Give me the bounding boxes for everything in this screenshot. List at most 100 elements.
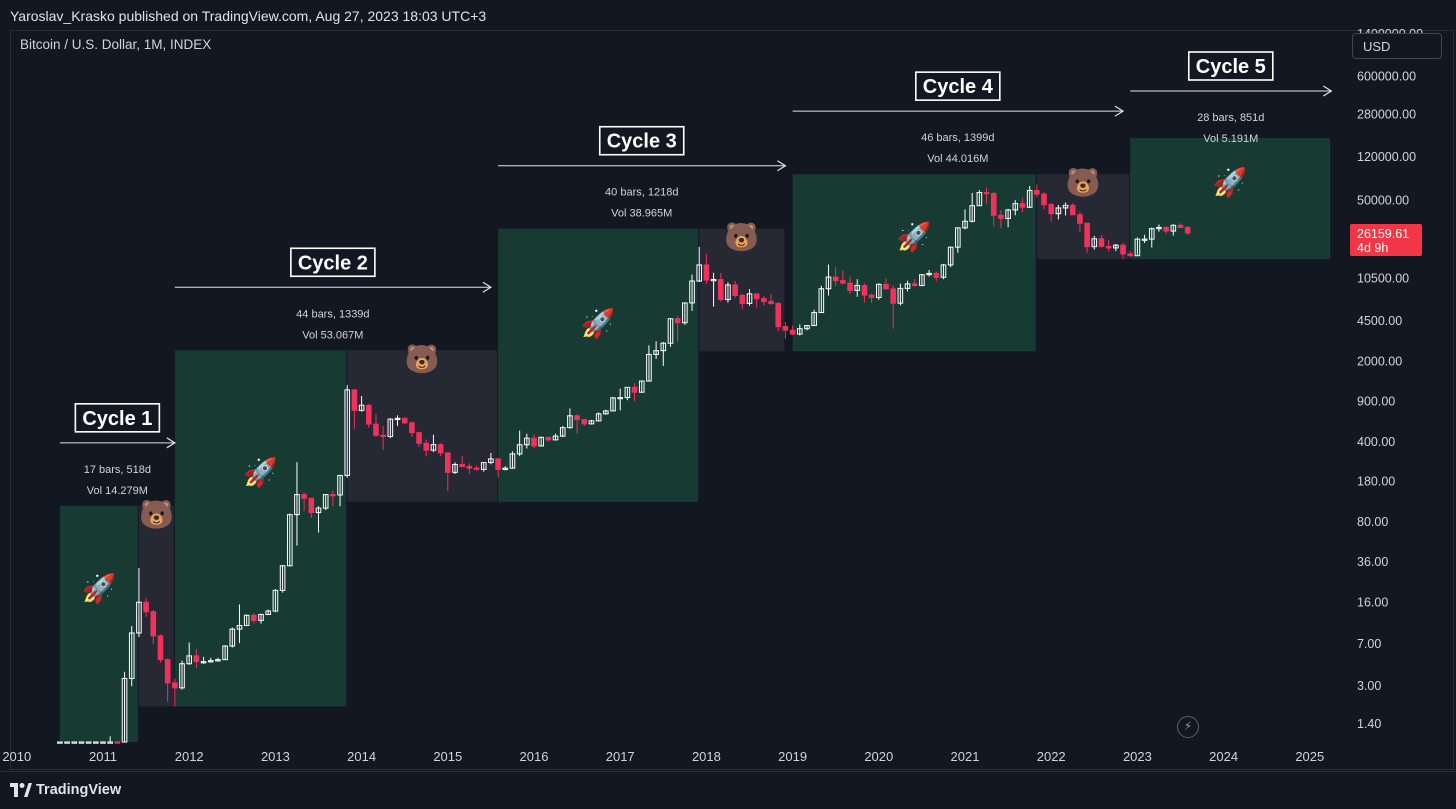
price-tick-label: 900.00 [1357,394,1395,408]
candle [962,209,968,230]
candle [279,564,286,593]
candle [330,490,336,507]
last-price-value: 26159.61 [1357,227,1409,241]
candle [64,741,70,744]
cycle-annotation[interactable]: Cycle 4 46 bars, 1399d Vol 44.016M [792,71,1125,165]
candle-body [1055,207,1062,215]
cycle-annotation[interactable]: Cycle 1 17 bars, 518d Vol 14.279M [59,403,176,497]
candle-body [804,325,810,330]
candle-body [78,741,85,744]
candle [524,433,530,449]
candle [172,678,178,707]
cycle-volume-text: Vol 5.191M [1203,133,1258,145]
candle [868,293,875,304]
candle-body [1091,238,1098,248]
candle [854,279,861,297]
candle [1019,197,1026,213]
candle [753,293,760,308]
price-axis[interactable]: 1400000.00600000.00280000.00120000.00500… [1350,27,1423,731]
candle-body [631,386,638,393]
cycle-label-box [1187,51,1274,81]
cycle-label-box [290,247,376,278]
candle [667,318,674,347]
candle-body [1163,226,1169,232]
last-price-background [1350,224,1422,256]
candle [725,282,731,303]
candle [904,280,911,292]
candle [617,388,624,411]
candle-body [868,294,875,299]
candle [581,419,588,426]
candle-body [840,280,846,284]
candle [157,634,164,663]
candle-body [1026,189,1033,208]
candle-body [488,458,494,464]
candle [502,466,509,471]
candle-body [128,632,135,679]
time-tick-label: 2025 [1295,749,1324,764]
candle-body [1098,238,1105,247]
candle [789,325,796,335]
candle-body [229,628,236,647]
candle [480,461,487,472]
candle-body [480,462,487,470]
candle-body [595,413,602,422]
candle [682,302,688,325]
bear-zone [347,350,498,502]
time-tick-label: 2018 [692,749,721,764]
cycle-annotation[interactable]: Cycle 2 44 bars, 1339d Vol 53.067M [174,247,493,341]
candle-body [1034,189,1040,195]
candle [689,274,695,311]
candle [926,269,932,277]
candle-body [617,397,624,400]
footer-brand[interactable]: TradingView [36,782,122,798]
candle [832,267,839,286]
candle [459,456,465,468]
bull-zone [174,350,347,707]
price-tick-label: 280000.00 [1357,108,1416,122]
candle [1026,186,1033,208]
candle [229,627,236,648]
candle [200,656,207,664]
bull-zone [1130,138,1331,260]
candle-body [315,507,322,514]
candle-body [897,287,904,304]
candle [265,609,272,615]
candle-body [926,272,932,276]
lightning-bolt-icon[interactable]: ⚡︎ [1177,716,1199,738]
candle-body [394,417,401,421]
candle [1055,205,1062,220]
candle [358,396,365,412]
candle [710,272,717,307]
candle-body [93,741,99,744]
cycle-annotation[interactable]: Cycle 5 28 bars, 851d Vol 5.191M [1130,51,1333,145]
candle [1012,200,1019,216]
candle-body [689,280,695,304]
symbol-title[interactable]: Bitcoin / U.S. Dollar, 1M, INDEX [20,37,212,52]
time-axis[interactable]: 2010 2011 2012 2013 2014 2015 2016 2017 2018 2019… [2,749,1324,764]
candle [1041,192,1047,210]
candle-body [215,659,221,662]
candle [538,436,544,447]
candle-body [100,741,106,744]
candle [782,322,789,339]
currency-button[interactable]: USD [1352,33,1442,59]
cycle-label-box [74,403,161,433]
candle [919,274,925,287]
candle-body [545,436,552,441]
candle-body [258,613,264,621]
tradingview-logo-icon[interactable] [10,783,32,797]
candle [1177,223,1184,229]
candle-body [1105,245,1112,249]
price-tick-label: 600000.00 [1357,70,1416,84]
candle [638,380,645,393]
candle [1034,184,1040,198]
candle-body [387,418,394,437]
candle [1163,226,1169,234]
candle-body [423,442,430,451]
candle [746,289,753,306]
cycle-annotation[interactable]: Cycle 3 40 bars, 1218d Vol 38.965M [498,125,787,220]
candle-body [308,497,315,514]
